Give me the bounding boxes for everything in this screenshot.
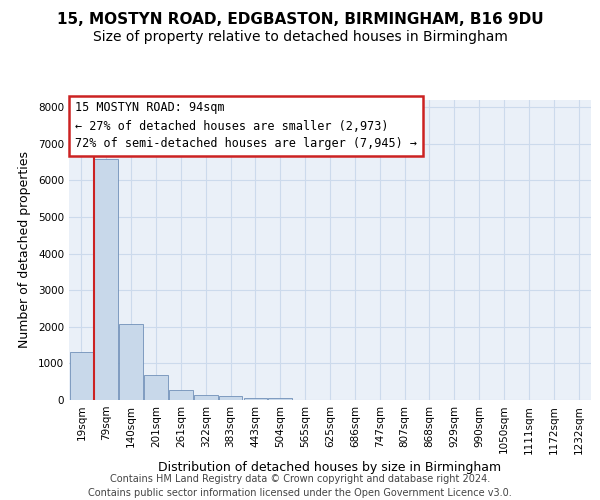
- Text: 15, MOSTYN ROAD, EDGBASTON, BIRMINGHAM, B16 9DU: 15, MOSTYN ROAD, EDGBASTON, BIRMINGHAM, …: [56, 12, 544, 28]
- Bar: [219, 396, 242, 400]
- Bar: [169, 390, 193, 400]
- Y-axis label: Number of detached properties: Number of detached properties: [18, 152, 31, 348]
- Text: 15 MOSTYN ROAD: 94sqm
← 27% of detached houses are smaller (2,973)
72% of semi-d: 15 MOSTYN ROAD: 94sqm ← 27% of detached …: [75, 102, 417, 150]
- Bar: [144, 375, 168, 400]
- X-axis label: Distribution of detached houses by size in Birmingham: Distribution of detached houses by size …: [158, 460, 502, 473]
- Bar: [268, 398, 292, 400]
- Bar: [94, 158, 118, 400]
- Text: Size of property relative to detached houses in Birmingham: Size of property relative to detached ho…: [92, 30, 508, 44]
- Bar: [194, 394, 218, 400]
- Text: Contains HM Land Registry data © Crown copyright and database right 2024.
Contai: Contains HM Land Registry data © Crown c…: [88, 474, 512, 498]
- Bar: [70, 352, 93, 400]
- Bar: [244, 398, 267, 400]
- Bar: [119, 324, 143, 400]
